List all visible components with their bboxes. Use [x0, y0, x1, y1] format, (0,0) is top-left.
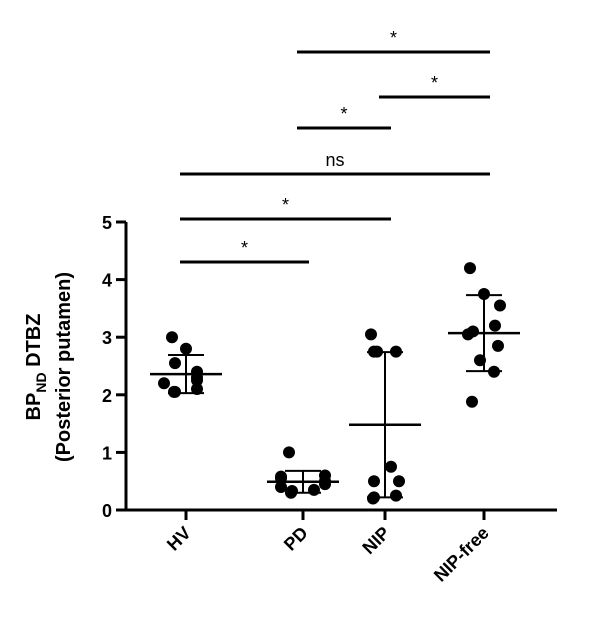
- data-point: [466, 395, 478, 408]
- y-axis-label-suffix: DTBZ: [23, 314, 45, 373]
- y-tick-label: 3: [102, 328, 112, 348]
- data-point: [286, 484, 298, 497]
- plot-area: 0 1 2 3 4 5 HV PD NIP NIP-free * * ns * * *: [102, 28, 557, 586]
- y-tick-label: 5: [102, 213, 112, 233]
- significance-label: *: [241, 238, 248, 258]
- data-point: [169, 385, 181, 398]
- data-point: [368, 491, 380, 504]
- data-point: [283, 446, 295, 459]
- data-point: [308, 483, 320, 496]
- data-point: [474, 354, 486, 367]
- data-point: [319, 469, 331, 482]
- data-point: [478, 288, 490, 300]
- data-point: [368, 345, 380, 358]
- x-tick-label: NIP: [358, 523, 393, 558]
- data-point: [467, 325, 479, 338]
- data-point: [180, 342, 192, 355]
- data-point: [365, 328, 377, 341]
- data-point: [191, 365, 203, 378]
- significance-label: *: [282, 195, 289, 215]
- significance-label: *: [340, 104, 347, 124]
- significance-label: *: [431, 73, 438, 93]
- y-axis-label-subscript: ND: [33, 372, 49, 392]
- x-tick-label: HV: [163, 523, 195, 555]
- data-point: [393, 475, 405, 488]
- data-point: [390, 489, 402, 502]
- data-point: [191, 383, 203, 396]
- y-axis-label-main: BP: [23, 393, 45, 421]
- y-tick-label: 0: [102, 501, 112, 521]
- y-tick-label: 1: [102, 443, 112, 463]
- data-point: [488, 365, 500, 378]
- data-point: [464, 262, 476, 275]
- y-tick-label: 4: [102, 271, 112, 291]
- data-point: [169, 357, 181, 370]
- x-tick-label: PD: [280, 523, 312, 555]
- data-point: [492, 339, 504, 352]
- y-tick-label: 2: [102, 386, 112, 406]
- significance-label: *: [390, 28, 397, 48]
- data-point: [390, 345, 402, 358]
- y-axis-label-line2: (Posterior putamen): [53, 272, 75, 462]
- x-tick-label: NIP-free: [430, 523, 493, 586]
- data-point: [489, 319, 501, 332]
- data-point: [385, 460, 397, 473]
- data-point: [275, 480, 287, 493]
- significance-label: ns: [325, 150, 344, 170]
- data-point: [275, 470, 287, 483]
- data-point: [494, 299, 506, 312]
- data-point: [158, 377, 170, 390]
- data-point: [368, 475, 380, 488]
- data-point: [166, 331, 178, 344]
- y-axis-label: BPND DTBZ: [23, 314, 49, 421]
